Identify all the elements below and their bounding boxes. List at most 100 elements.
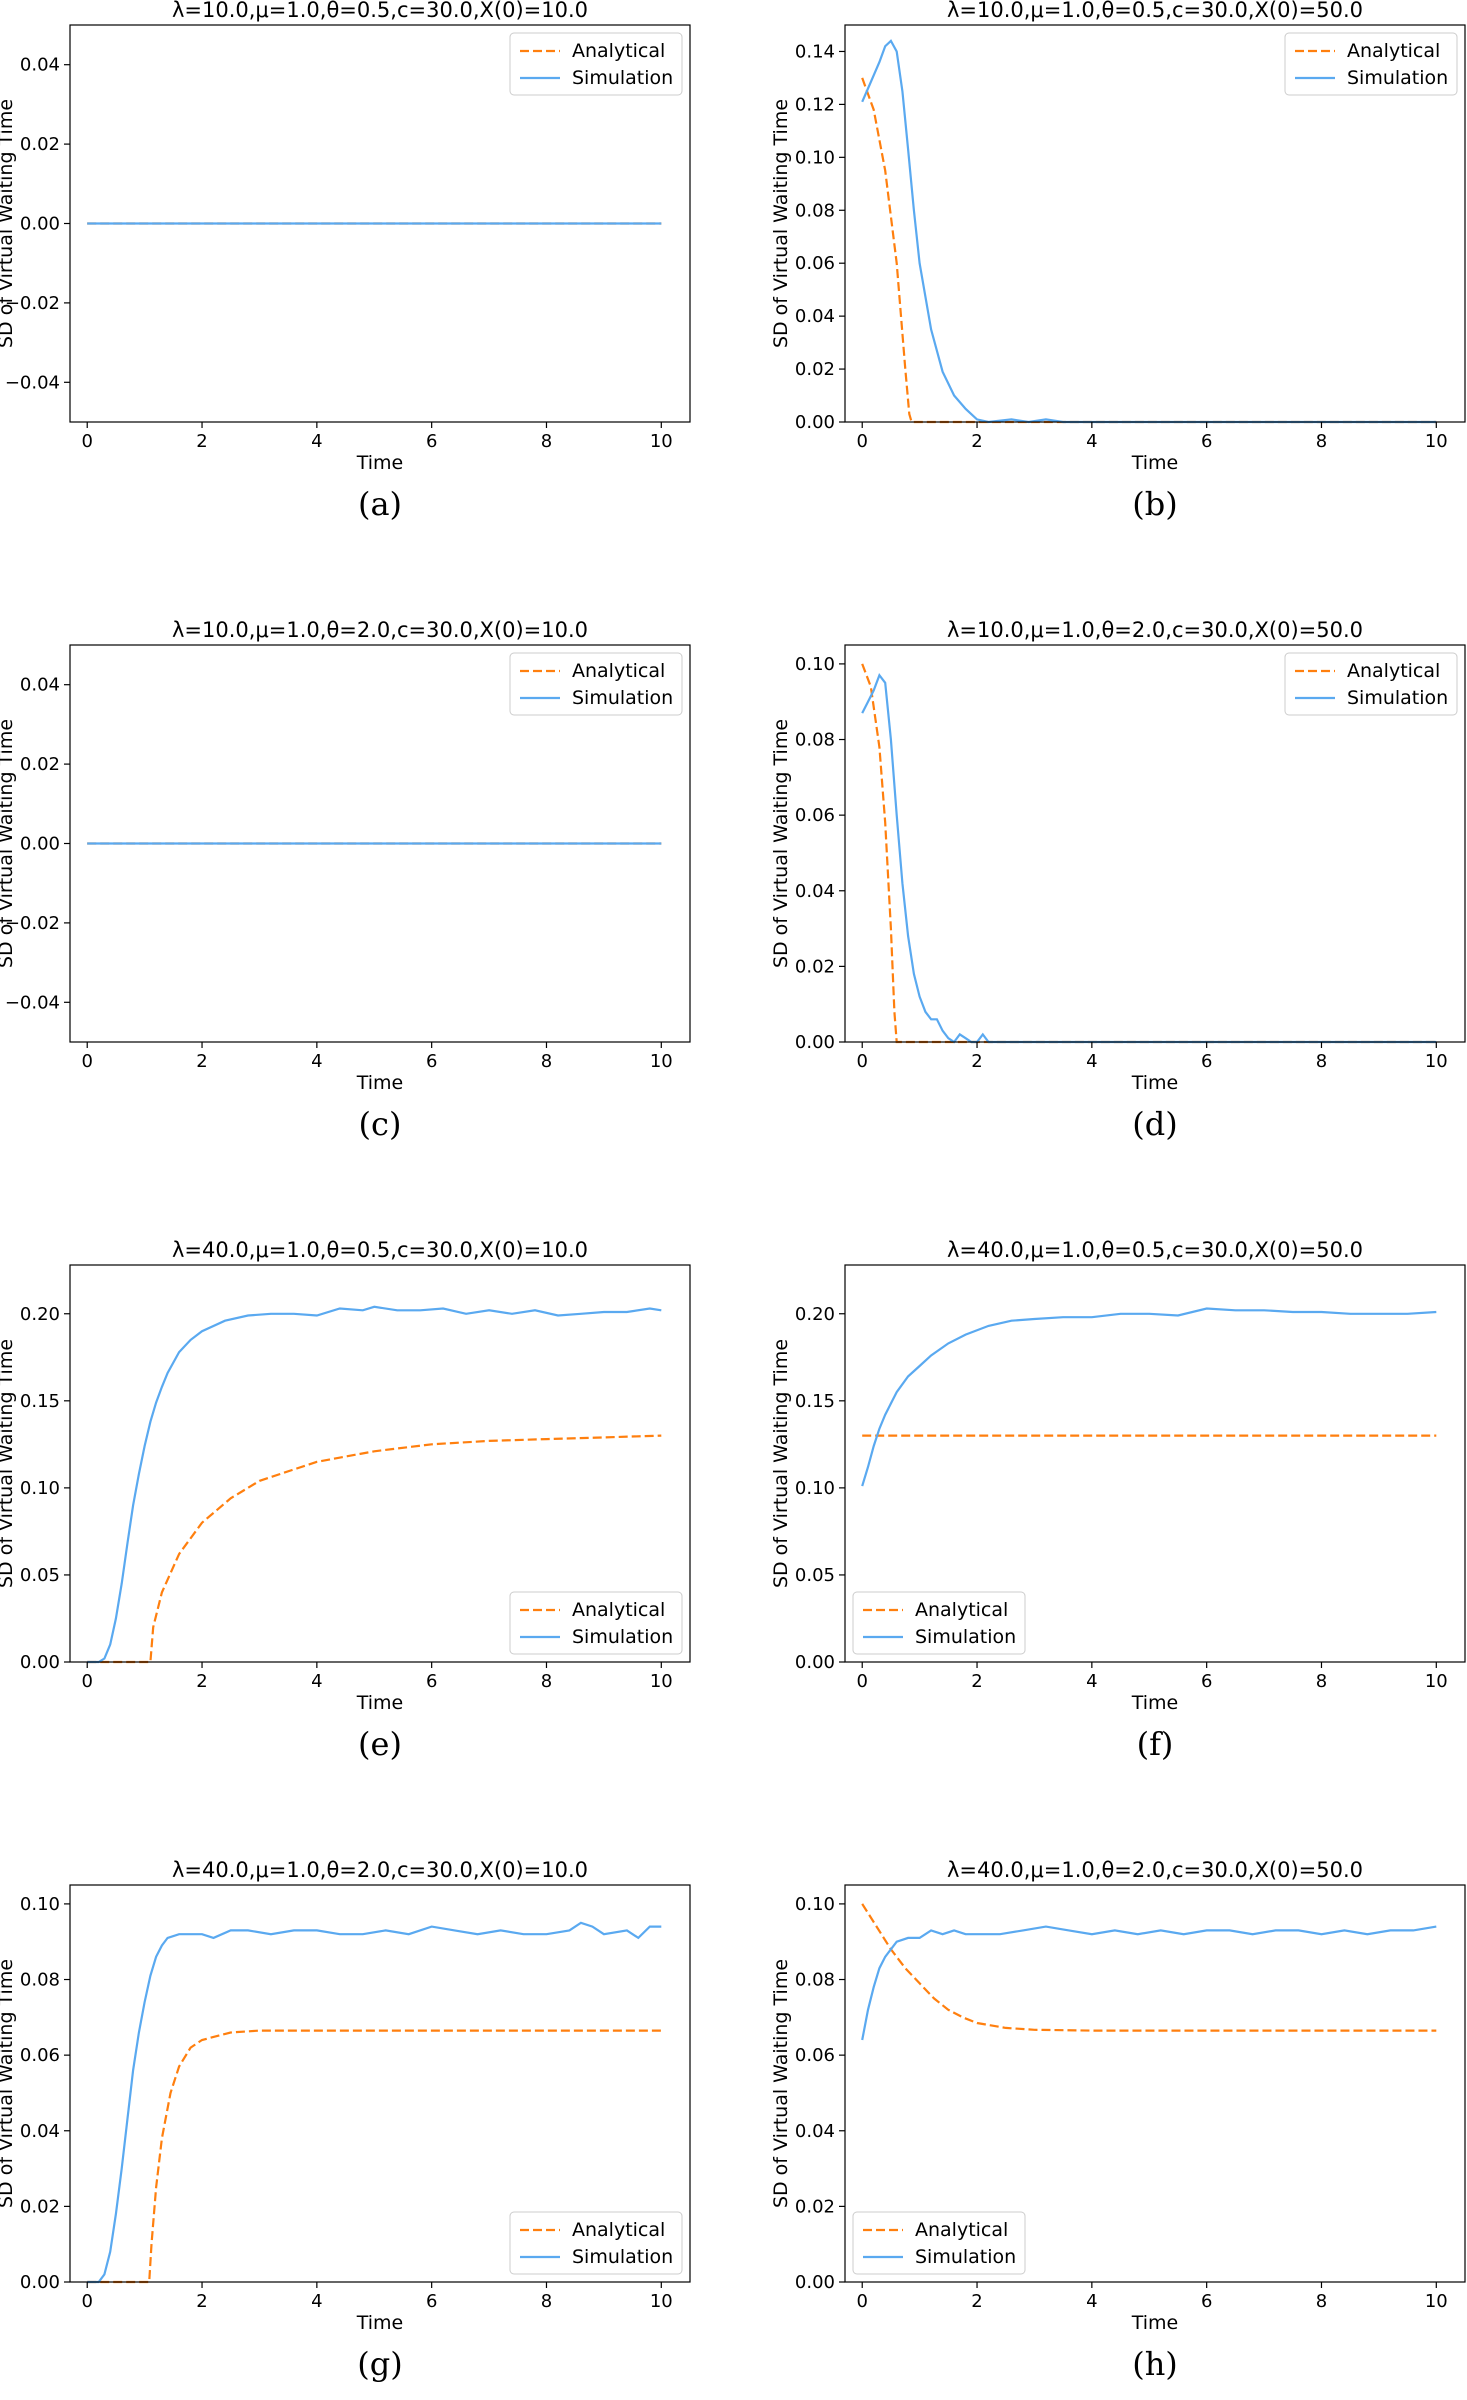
series-line-simulation [861,1307,1437,1487]
x-tick-label: 2 [971,431,982,452]
chart-title: λ=10.0,μ=1.0,θ=2.0,c=30.0,X(0)=50.0 [947,618,1363,642]
legend-label-simulation: Simulation [915,1626,1016,1648]
x-tick-label: 4 [311,431,322,452]
y-tick-label: −0.04 [5,992,60,1013]
y-axis-label: SD of Virtual Waiting Time [770,1339,792,1588]
x-tick-label: 6 [1201,431,1212,452]
subfigure-caption: (c) [358,1105,402,1143]
y-tick-label: 0.02 [20,754,60,775]
legend-label-simulation: Simulation [1347,67,1448,89]
y-tick-label: 0.00 [20,1652,60,1673]
x-tick-label: 0 [856,1671,867,1692]
x-tick-label: 2 [196,1051,207,1072]
legend: Analytical Simulation [852,1591,1026,1655]
y-tick-label: 0.05 [20,1565,60,1586]
legend: Analytical Simulation [509,1591,683,1655]
legend-label-analytical: Analytical [915,2219,1008,2241]
legend: Analytical Simulation [852,2211,1026,2275]
series-line-analytical [861,77,1437,424]
y-tick-label: 0.04 [20,675,60,696]
legend-label-analytical: Analytical [572,1599,665,1621]
y-axis-label: SD of Virtual Waiting Time [770,99,792,348]
x-axis-label: Time [1131,2312,1179,2334]
x-tick-label: 8 [1316,1671,1327,1692]
y-tick-label: 0.14 [795,41,835,62]
subfigure-caption: (g) [357,2345,403,2383]
y-axis-label: SD of Virtual Waiting Time [770,1959,792,2208]
subfigure-caption: (f) [1136,1725,1174,1763]
x-tick-label: 2 [971,2291,982,2312]
x-tick-label: 0 [856,431,867,452]
x-tick-label: 2 [971,1051,982,1072]
y-tick-label: 0.10 [20,1478,60,1499]
axes-frame [844,1264,1466,1663]
chart-title: λ=40.0,μ=1.0,θ=0.5,c=30.0,X(0)=50.0 [947,1238,1363,1262]
x-tick-label: 6 [1201,1671,1212,1692]
x-tick-label: 8 [541,2291,552,2312]
y-tick-label: 0.00 [20,214,60,235]
x-tick-label: 6 [426,1051,437,1072]
y-tick-label: 0.06 [795,253,835,274]
subfigure-caption: (d) [1132,1105,1178,1143]
subfigure-caption: (a) [357,485,403,523]
legend-label-simulation: Simulation [572,687,673,709]
x-axis-label: Time [1131,452,1179,474]
y-tick-label: 0.12 [795,94,835,115]
y-tick-label: 0.02 [20,134,60,155]
y-tick-label: 0.04 [20,2121,60,2142]
axes-frame [844,1884,1466,2283]
y-tick-label: 0.10 [795,654,835,675]
y-tick-label: 0.15 [20,1391,60,1412]
x-axis-label: Time [1131,1072,1179,1094]
y-axis-label: SD of Virtual Waiting Time [770,719,792,968]
y-axis-label: SD of Virtual Waiting Time [0,99,17,348]
y-tick-label: 0.06 [795,2045,835,2066]
series-line-analytical [861,663,1437,1044]
x-tick-label: 2 [196,2291,207,2312]
y-tick-label: 0.06 [795,805,835,826]
y-tick-label: 0.00 [795,1032,835,1053]
series-line-simulation [87,1921,662,2284]
legend-label-analytical: Analytical [915,1599,1008,1621]
y-tick-label: 0.15 [795,1391,835,1412]
subfigure-caption: (b) [1132,485,1178,523]
y-tick-label: 0.08 [795,200,835,221]
subfigure-caption: (e) [358,1725,402,1763]
x-tick-label: 6 [426,431,437,452]
series-line-analytical [87,1434,662,1664]
x-tick-label: 8 [1316,431,1327,452]
x-tick-label: 10 [650,431,673,452]
y-tick-label: 0.00 [795,2272,835,2293]
legend-label-simulation: Simulation [572,2246,673,2268]
y-tick-label: 0.10 [795,1894,835,1915]
y-tick-label: 0.00 [795,412,835,433]
legend-label-analytical: Analytical [572,660,665,682]
x-tick-label: 10 [650,1051,673,1072]
y-tick-label: 0.00 [20,834,60,855]
chart-title: λ=10.0,μ=1.0,θ=0.5,c=30.0,X(0)=50.0 [947,0,1363,22]
x-tick-label: 4 [1086,431,1097,452]
legend-label-simulation: Simulation [572,1626,673,1648]
y-tick-label: 0.10 [20,1894,60,1915]
x-tick-label: 2 [196,1671,207,1692]
y-tick-label: 0.10 [795,147,835,168]
series-line-simulation [87,1305,662,1664]
legend: Analytical Simulation [1284,652,1458,716]
x-tick-label: 8 [541,1671,552,1692]
y-tick-label: 0.20 [20,1304,60,1325]
y-axis-label: SD of Virtual Waiting Time [0,1959,17,2208]
x-axis-label: Time [356,1692,404,1714]
y-tick-label: 0.04 [20,55,60,76]
y-tick-label: −0.04 [5,372,60,393]
x-tick-label: 4 [1086,1671,1097,1692]
x-tick-label: 10 [1425,1051,1448,1072]
y-tick-label: 0.02 [795,956,835,977]
chart-title: λ=40.0,μ=1.0,θ=0.5,c=30.0,X(0)=10.0 [172,1238,588,1262]
x-axis-label: Time [356,452,404,474]
